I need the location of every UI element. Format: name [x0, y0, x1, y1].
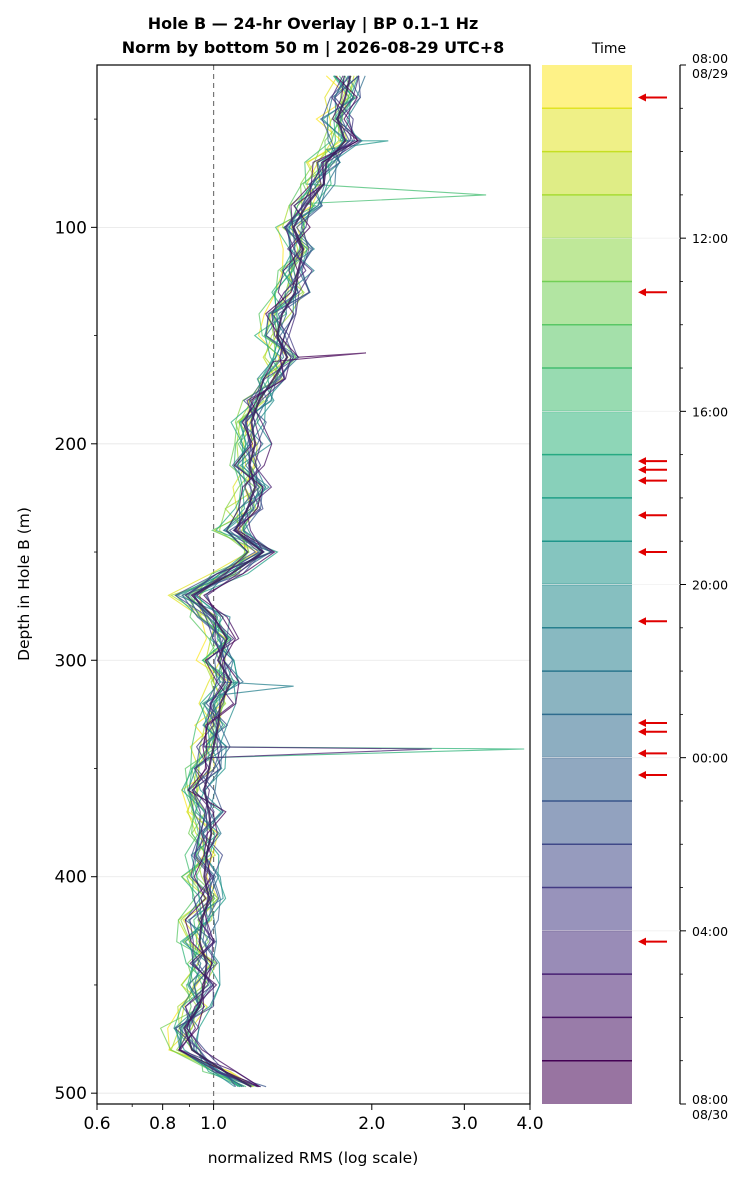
event-arrow-head: [638, 465, 646, 474]
colorbar-ticks: 08:0008/2912:0016:0020:0000:0004:0008:00…: [542, 51, 728, 1122]
colorbar-tick-label: 12:00: [692, 231, 728, 246]
x-tick-label: 2.0: [358, 1114, 385, 1134]
y-axis-ticks: 100 200 300 400 500: [55, 118, 97, 1104]
colorbar-band: [542, 411, 632, 455]
colorbar-band: [542, 454, 632, 498]
colorbar-band: [542, 800, 632, 845]
event-arrow-head: [638, 937, 646, 946]
grid-lines: [97, 226, 530, 1094]
event-arrow-head: [638, 548, 646, 557]
y-axis-label: Depth in Hole B (m): [15, 507, 33, 661]
event-arrows: [638, 93, 667, 946]
colorbar-band: [542, 238, 632, 282]
x-axis-ticks: 0.6 0.8 1.0 2.0 3.0 4.0: [83, 1104, 544, 1134]
event-arrow-head: [638, 617, 646, 626]
y-tick-label: 100: [55, 218, 87, 238]
event-arrow-head: [638, 288, 646, 297]
event-arrow-head: [638, 457, 646, 466]
colorbar-band: [542, 584, 632, 628]
colorbar-tick-label: 08/30: [692, 1107, 728, 1122]
colorbar-tick-label: 08/29: [692, 66, 728, 81]
event-arrow-head: [638, 749, 646, 758]
rms-trace: [181, 75, 360, 1088]
time-colorbar: Time 08:0008/2912:0016:0020:0000:0004:00…: [542, 41, 728, 1122]
colorbar-tick-label: 08:00: [692, 1092, 728, 1107]
colorbar-band: [542, 194, 632, 239]
rms-trace: [177, 75, 367, 1088]
colorbar-tick-label: 04:00: [692, 924, 728, 939]
colorbar-tick-label: 00:00: [692, 751, 728, 766]
x-tick-label: 4.0: [516, 1114, 543, 1134]
colorbar-band: [542, 714, 632, 758]
colorbar-band: [542, 930, 632, 975]
colorbar-bands: [542, 65, 632, 1104]
event-arrow-head: [638, 511, 646, 520]
colorbar-band: [542, 1017, 632, 1061]
y-tick-label: 500: [55, 1084, 87, 1104]
median-trace: [183, 75, 352, 1088]
x-tick-label: 1.0: [200, 1114, 227, 1134]
y-tick-label: 200: [55, 435, 87, 455]
colorbar-band: [542, 541, 632, 585]
colorbar-label: Time: [591, 41, 626, 57]
colorbar-band: [542, 497, 632, 542]
colorbar-tick-label: 20:00: [692, 578, 728, 593]
x-tick-label: 0.6: [83, 1114, 110, 1134]
plot-frame: [96, 64, 531, 1105]
event-arrow-head: [638, 476, 646, 485]
depth-plot: 0.6 0.8 1.0 2.0 3.0 4.0 100 200 300 400 500 norma…: [15, 64, 544, 1167]
x-axis-label: normalized RMS (log scale): [208, 1149, 419, 1167]
colorbar-band: [542, 108, 632, 152]
colorbar-band: [542, 65, 632, 109]
x-tick-label: 0.8: [149, 1114, 176, 1134]
y-tick-label: 300: [55, 651, 87, 671]
chart-title-line1: Hole B — 24-hr Overlay | BP 0.1–1 Hz: [148, 14, 479, 34]
colorbar-band: [542, 974, 632, 1018]
trace-group: [159, 75, 525, 1088]
event-arrow-head: [638, 727, 646, 736]
colorbar-tick-label: 16:00: [692, 404, 728, 419]
colorbar-band: [542, 627, 632, 672]
colorbar-band: [542, 324, 632, 369]
chart-title-line2: Norm by bottom 50 m | 2026-08-29 UTC+8: [122, 38, 505, 58]
colorbar-band: [542, 757, 632, 801]
colorbar-band: [542, 368, 632, 412]
event-arrow-head: [638, 93, 646, 102]
colorbar-band: [542, 1060, 632, 1104]
colorbar-tick-label: 08:00: [692, 51, 728, 66]
colorbar-band: [542, 281, 632, 325]
x-tick-label: 3.0: [451, 1114, 478, 1134]
colorbar-band: [542, 671, 632, 715]
colorbar-band: [542, 887, 632, 931]
colorbar-band: [542, 151, 632, 195]
colorbar-band: [542, 844, 632, 888]
y-tick-label: 400: [55, 868, 87, 888]
event-arrow-head: [638, 770, 646, 779]
rms-trace: [174, 75, 359, 1088]
event-arrow-head: [638, 719, 646, 728]
rms-trace: [181, 75, 355, 1088]
